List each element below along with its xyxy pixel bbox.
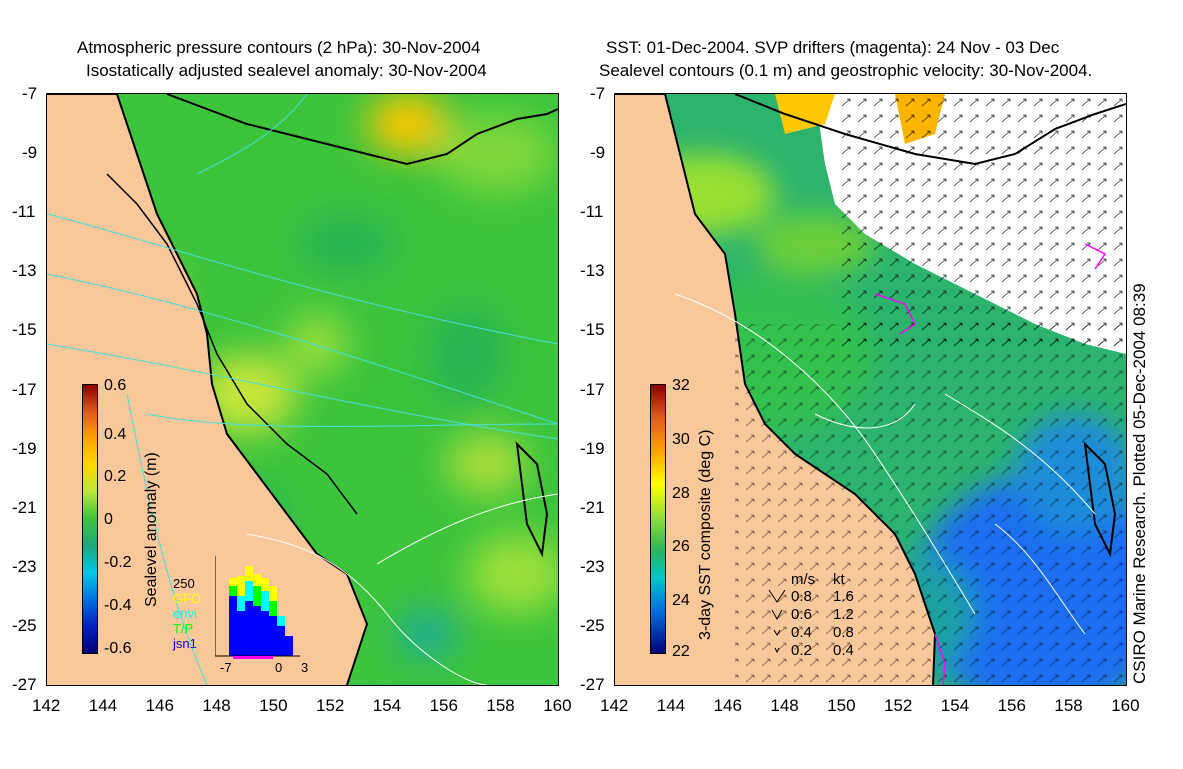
left-x-tick: 152: [316, 696, 345, 715]
velocity-legend-ms-3: 0.2: [791, 642, 812, 659]
right-x-tick: 144: [656, 696, 686, 715]
left-x-tick: 142: [32, 696, 61, 715]
velocity-legend-ms-0: 0.8: [791, 588, 812, 605]
left-title-line2: Isostatically adjusted sealevel anomaly:…: [86, 61, 487, 80]
sst-tick-32: 32: [672, 377, 690, 394]
inset-xtick-neg7: -7: [220, 660, 232, 675]
left-y-tick: -13: [12, 261, 37, 281]
left-y-tick: -7: [22, 84, 38, 103]
inset-legend-jsn1: jsn1: [173, 636, 197, 651]
credit-label: CSIRO Marine Research. Plotted 05-Dec-20…: [1130, 283, 1149, 684]
velocity-legend-kt-1: 1.2: [833, 606, 854, 623]
sealevel-tick-0.6: 0.6: [104, 377, 127, 394]
velocity-legend-arrows: [768, 589, 786, 654]
inset-xtick-3: 3: [301, 660, 309, 675]
right-sst-map: m/s kt 0.8 1.6 0.6 1.2 0.4 0.8 0.2 0.4: [614, 93, 1127, 686]
left-map-canvas: [47, 94, 558, 685]
inset-legend-gfo: GFO: [173, 591, 202, 606]
left-y-tick: -11: [12, 202, 36, 222]
right-y-tick: -7: [590, 84, 606, 103]
inset-count-label: 250: [173, 576, 195, 591]
velocity-legend-kt-3: 0.4: [833, 642, 854, 659]
sst-colorbar: [650, 384, 666, 654]
sealevel-colorbar: [82, 384, 98, 654]
right-x-tick: 160: [1111, 696, 1140, 715]
right-x-tick: 142: [600, 696, 629, 715]
left-y-tick: -25: [12, 615, 37, 635]
sst-colorbar-label: 3-day SST composite (deg C): [697, 429, 714, 640]
right-y-tick: -23: [580, 556, 605, 576]
left-y-tick: -27: [12, 675, 37, 694]
right-y-tick: -17: [580, 379, 605, 399]
inset-xtick-0: 0: [275, 660, 283, 675]
inset-legend-envi: envi: [173, 606, 197, 621]
right-title-line1: SST: 01-Dec-2004. SVP drifters (magenta)…: [606, 38, 1060, 57]
inset-legend-tp: T/P: [173, 621, 194, 636]
sst-tick-30: 30: [672, 431, 690, 448]
altimeter-inset: [215, 556, 300, 659]
sealevel-tick-neg0.6: -0.6: [104, 640, 132, 657]
right-x-tick: 150: [827, 696, 856, 715]
inset-bars: [229, 566, 293, 656]
right-y-tick: -21: [580, 497, 605, 517]
right-x-tick: 148: [770, 696, 799, 715]
sealevel-tick-neg0.2: -0.2: [104, 554, 132, 571]
right-x-tick: 156: [997, 696, 1026, 715]
right-x-tick: 146: [713, 696, 742, 715]
sealevel-tick-neg0.4: -0.4: [104, 597, 132, 614]
right-x-tick: 158: [1054, 696, 1083, 715]
right-y-tick: -11: [580, 202, 604, 222]
left-y-tick: -19: [12, 438, 37, 458]
right-title-line2: Sealevel contours (0.1 m) and geostrophi…: [599, 61, 1093, 80]
sealevel-tick-0: 0: [104, 511, 113, 528]
velocity-legend-kt-2: 0.8: [833, 624, 854, 641]
sst-tick-28: 28: [672, 485, 690, 502]
sst-tick-22: 22: [672, 643, 690, 660]
left-y-tick: -17: [12, 379, 37, 399]
left-x-tick: 150: [259, 696, 288, 715]
right-y-tick: -25: [580, 615, 605, 635]
left-y-tick: -23: [12, 556, 37, 576]
left-y-tick: -21: [12, 497, 37, 517]
sealevel-tick-0.2: 0.2: [104, 468, 127, 485]
sealevel-tick-0.4: 0.4: [104, 426, 127, 443]
left-x-tick: 146: [145, 696, 174, 715]
left-y-tick: -9: [22, 143, 38, 163]
left-x-tick: 154: [372, 696, 402, 715]
left-x-tick: 160: [543, 696, 572, 715]
right-y-tick: -9: [590, 143, 606, 163]
velocity-legend-ms-2: 0.4: [791, 624, 812, 641]
right-y-tick: -15: [580, 320, 605, 340]
left-y-tick: -15: [12, 320, 37, 340]
right-x-tick: 154: [940, 696, 970, 715]
sst-tick-24: 24: [672, 592, 690, 609]
velocity-legend-ms-1: 0.6: [791, 606, 812, 623]
sst-tick-26: 26: [672, 538, 690, 555]
velocity-legend-kt-0: 1.6: [833, 588, 854, 605]
left-x-tick: 156: [429, 696, 458, 715]
right-y-tick: -13: [580, 261, 605, 281]
left-sealevel-map: 250 GFO envi T/P jsn1 -7 0 3: [46, 93, 559, 686]
velocity-legend-ms-header: m/s: [791, 571, 816, 588]
left-x-tick: 144: [88, 696, 118, 715]
right-y-tick: -19: [580, 438, 605, 458]
velocity-legend-kt-header: kt: [833, 571, 845, 588]
left-title-line1: Atmospheric pressure contours (2 hPa): 3…: [77, 38, 481, 57]
left-x-tick: 158: [486, 696, 515, 715]
sealevel-colorbar-label: Sealevel anomaly (m): [143, 452, 160, 607]
right-y-tick: -27: [580, 675, 605, 694]
right-map-canvas: [615, 94, 1126, 685]
right-x-tick: 152: [884, 696, 913, 715]
left-x-tick: 148: [202, 696, 231, 715]
